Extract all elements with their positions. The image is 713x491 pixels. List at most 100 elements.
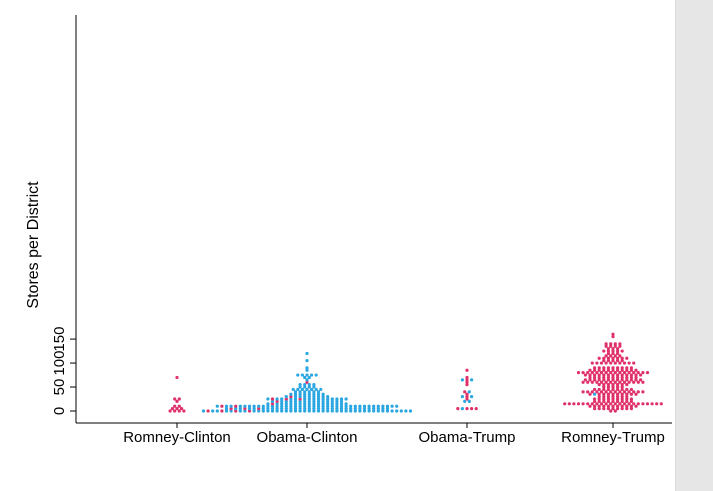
data-point <box>634 368 638 372</box>
data-point <box>636 380 640 384</box>
data-point <box>602 395 606 399</box>
data-point <box>616 359 620 363</box>
data-point <box>298 407 302 411</box>
data-point <box>303 399 307 404</box>
data-point <box>620 349 624 353</box>
data-point <box>303 375 307 380</box>
data-point <box>173 409 177 413</box>
data-point <box>616 366 620 370</box>
data-point <box>289 402 293 406</box>
data-point <box>376 404 380 408</box>
data-point <box>367 404 371 408</box>
y-tick-label: 150 <box>51 327 68 352</box>
data-point <box>330 409 334 413</box>
data-point <box>625 383 629 387</box>
data-point <box>266 404 270 408</box>
data-point <box>470 407 474 411</box>
data-point <box>613 371 617 375</box>
data-point <box>266 409 270 413</box>
data-point <box>312 392 316 396</box>
data-point <box>344 404 348 408</box>
data-point <box>316 409 321 413</box>
data-point <box>247 407 252 411</box>
data-point <box>606 359 611 363</box>
data-point <box>597 356 601 360</box>
data-point <box>307 404 311 408</box>
data-point <box>330 404 334 408</box>
data-point <box>606 378 611 382</box>
data-point <box>372 409 376 413</box>
data-point <box>314 387 318 392</box>
data-point <box>636 402 640 406</box>
data-point <box>634 392 638 396</box>
data-point <box>289 409 293 413</box>
data-point <box>180 407 184 411</box>
data-point <box>616 385 620 389</box>
data-point <box>293 402 298 406</box>
data-point <box>602 399 606 404</box>
data-point <box>316 392 321 396</box>
data-point <box>275 404 279 408</box>
data-point <box>307 407 311 411</box>
data-point <box>639 373 643 377</box>
data-point <box>611 356 615 360</box>
data-point <box>303 409 307 413</box>
data-point <box>173 397 177 401</box>
data-point <box>616 349 620 353</box>
data-point <box>606 366 611 370</box>
data-point <box>634 375 638 380</box>
data-point <box>629 368 634 372</box>
data-point <box>616 399 620 404</box>
data-point <box>303 397 307 401</box>
data-point <box>641 402 645 406</box>
data-point <box>312 407 316 411</box>
data-point <box>625 387 629 392</box>
data-point <box>625 397 629 401</box>
data-point <box>593 404 597 408</box>
data-point <box>616 395 620 399</box>
x-tick-label: Obama-Trump <box>419 429 516 446</box>
data-point <box>602 392 606 396</box>
data-point <box>597 378 601 382</box>
y-tick-label: 100 <box>51 351 68 376</box>
data-point <box>321 409 325 413</box>
data-point <box>298 399 302 404</box>
data-point <box>465 392 469 396</box>
data-point <box>289 392 293 396</box>
data-point <box>280 404 284 408</box>
data-point <box>616 373 620 377</box>
data-point <box>632 380 636 384</box>
data-point <box>609 361 613 365</box>
data-point <box>618 371 622 375</box>
data-point <box>606 387 611 392</box>
data-point <box>616 368 620 372</box>
data-point <box>266 402 270 406</box>
data-point <box>588 404 592 408</box>
data-point <box>385 407 390 411</box>
data-point <box>602 385 606 389</box>
data-point <box>606 349 611 353</box>
data-point <box>353 407 357 411</box>
data-point <box>177 404 181 408</box>
data-point <box>616 351 620 356</box>
data-point <box>606 397 611 401</box>
data-point <box>312 409 316 413</box>
data-point <box>238 409 242 413</box>
data-point <box>224 404 229 408</box>
data-point <box>634 404 638 408</box>
data-point <box>339 402 344 406</box>
data-point <box>316 399 321 404</box>
data-point <box>609 390 613 394</box>
data-point <box>632 390 636 394</box>
data-point <box>289 407 293 411</box>
data-point <box>335 402 339 406</box>
data-point <box>303 390 307 394</box>
data-point <box>460 378 464 382</box>
data-point <box>252 407 256 411</box>
data-point <box>632 402 636 406</box>
data-point <box>613 390 617 394</box>
data-point <box>606 368 611 372</box>
data-point <box>616 404 620 408</box>
data-point <box>567 402 571 406</box>
data-point <box>595 380 599 384</box>
